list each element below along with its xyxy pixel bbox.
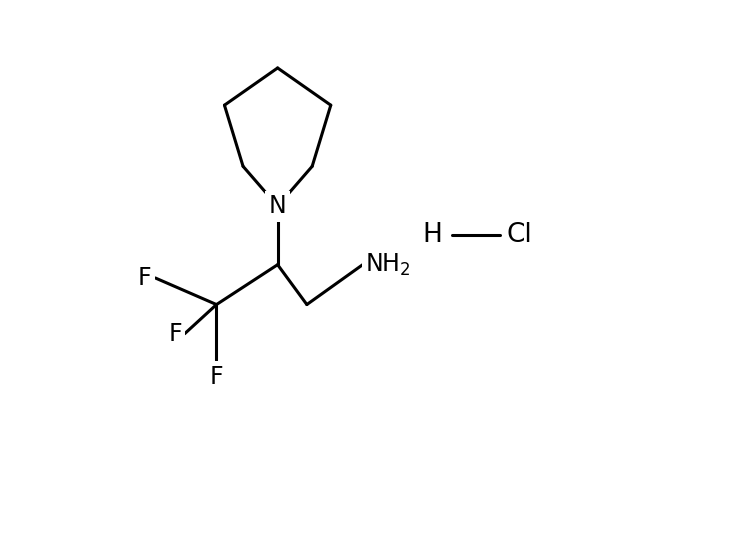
Text: F: F: [169, 322, 182, 346]
Text: H: H: [422, 222, 442, 248]
Text: N: N: [269, 194, 286, 218]
Text: NH$_2$: NH$_2$: [365, 252, 411, 278]
Text: Cl: Cl: [506, 222, 532, 248]
Text: F: F: [138, 266, 151, 290]
Text: F: F: [210, 364, 223, 389]
